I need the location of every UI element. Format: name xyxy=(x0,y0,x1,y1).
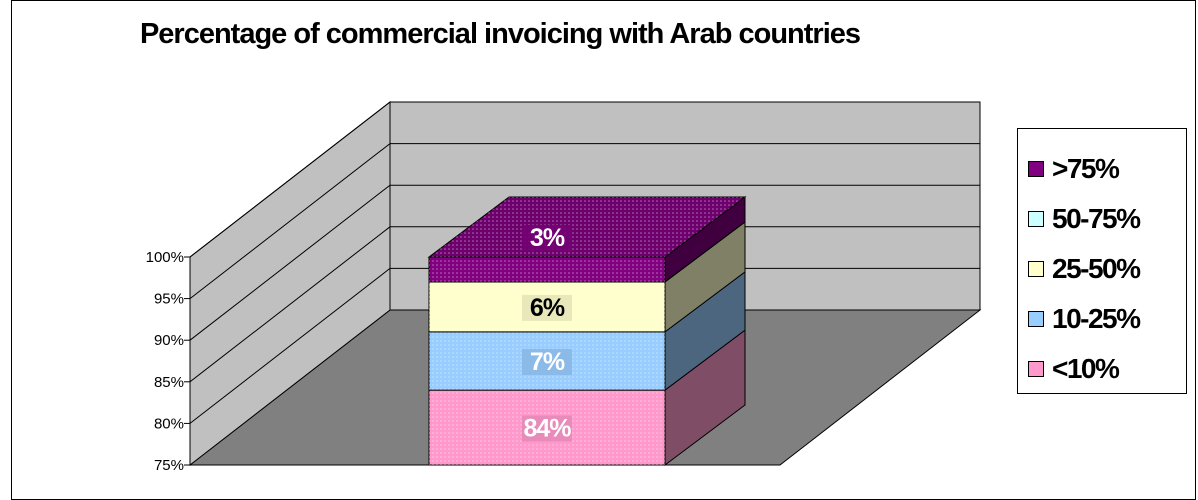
legend: >75% 50-75% 25-50% 10-25% <10% xyxy=(1017,128,1187,394)
y-tick-label: 95% xyxy=(154,291,184,308)
data-label-25-50: 6% xyxy=(530,294,565,322)
data-label-10-25: 7% xyxy=(530,348,565,376)
gridline xyxy=(189,267,980,424)
gridline xyxy=(189,226,980,383)
legend-label: 50-75% xyxy=(1052,203,1141,234)
y-tick-label: 85% xyxy=(154,374,184,391)
data-label-bg-25-50 xyxy=(522,294,572,321)
legend-entry-10-25: 10-25% xyxy=(1028,299,1141,339)
data-label-75: 3% xyxy=(530,224,565,252)
gridline xyxy=(189,101,980,258)
legend-label: 10-25% xyxy=(1052,303,1141,334)
legend-entry-10: <10% xyxy=(1028,349,1120,389)
data-label-bg-10-25 xyxy=(522,349,572,375)
legend-swatch xyxy=(1028,261,1044,277)
legend-swatch xyxy=(1028,311,1044,327)
legend-entry-25-50: 25-50% xyxy=(1028,249,1141,289)
legend-label: >75% xyxy=(1052,153,1120,184)
data-label-10: 84% xyxy=(523,415,571,443)
y-tick-label: 100% xyxy=(146,249,184,266)
y-tick-label: 75% xyxy=(154,457,184,474)
legend-entry-50-75: 50-75% xyxy=(1028,199,1141,239)
y-tick-label: 90% xyxy=(154,332,184,349)
gridline xyxy=(189,143,980,299)
gridline xyxy=(189,184,980,341)
legend-swatch xyxy=(1028,211,1044,227)
data-label-bg-75 xyxy=(522,225,572,251)
legend-label: 25-50% xyxy=(1052,253,1141,284)
chart-title: Percentage of commercial invoicing with … xyxy=(139,18,861,50)
bar-top-texture-75 xyxy=(429,197,745,257)
legend-entry-75: >75% xyxy=(1028,149,1120,189)
data-label-bg-10 xyxy=(522,415,572,442)
bar-texture-75 xyxy=(429,257,665,282)
legend-label: <10% xyxy=(1052,353,1120,384)
chart-plot: 75% 80% 85% 90% 95% 100% 84% 7% 6% 3% xyxy=(146,100,982,474)
y-tick-label: 80% xyxy=(154,415,184,432)
legend-swatch xyxy=(1028,161,1044,177)
legend-swatch xyxy=(1028,361,1044,377)
